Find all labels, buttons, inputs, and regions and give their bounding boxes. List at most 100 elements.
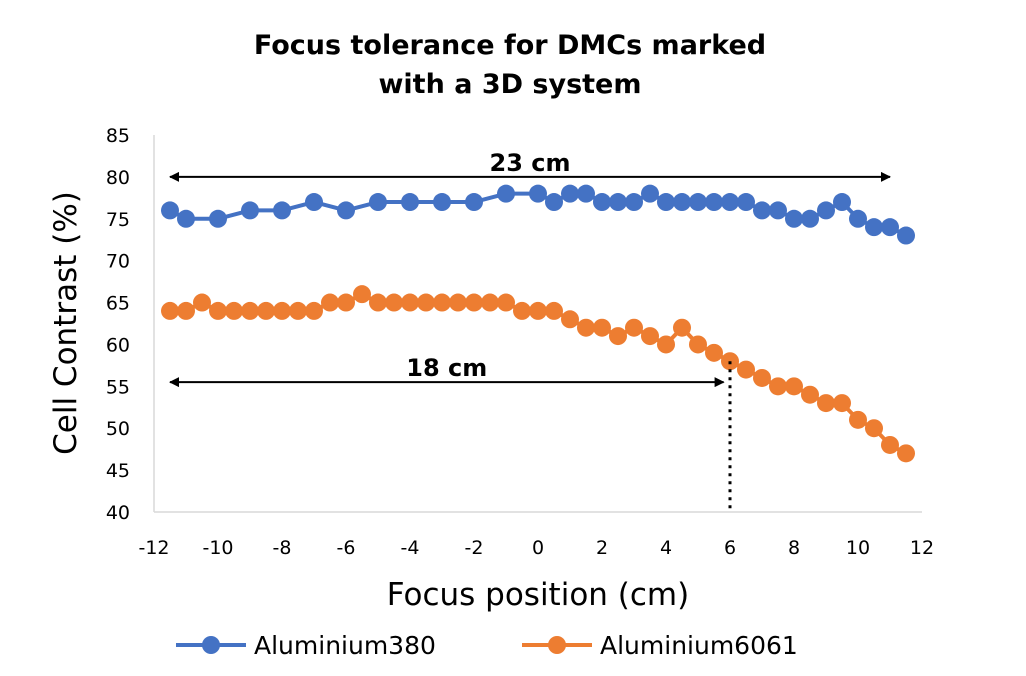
data-point-aluminium6061 xyxy=(897,444,915,463)
data-point-aluminium6061 xyxy=(369,293,387,312)
x-tick-label: -12 xyxy=(138,537,169,559)
data-point-aluminium6061 xyxy=(673,318,691,337)
data-point-aluminium6061 xyxy=(753,368,771,387)
data-point-aluminium380 xyxy=(161,201,179,220)
data-point-aluminium6061 xyxy=(593,318,611,337)
data-point-aluminium6061 xyxy=(225,301,243,320)
data-point-aluminium380 xyxy=(577,184,595,203)
data-point-aluminium380 xyxy=(369,193,387,212)
data-point-aluminium6061 xyxy=(273,301,291,320)
data-point-aluminium380 xyxy=(801,209,819,228)
y-tick-label: 50 xyxy=(106,418,130,440)
x-axis-ticks: -12 -10 -8 -6 -4 -2 0 2 4 6 8 10 12 xyxy=(138,537,934,559)
y-tick-label: 85 xyxy=(106,125,130,147)
data-point-aluminium6061 xyxy=(257,301,275,320)
y-tick-label: 60 xyxy=(106,334,130,356)
data-point-aluminium6061 xyxy=(289,301,307,320)
data-point-aluminium380 xyxy=(625,193,643,212)
data-point-aluminium6061 xyxy=(865,419,883,438)
legend-item-aluminium380: Aluminium380 xyxy=(176,631,436,660)
legend-item-aluminium6061: Aluminium6061 xyxy=(522,631,798,660)
data-point-aluminium6061 xyxy=(161,301,179,320)
data-point-aluminium380 xyxy=(401,193,419,212)
data-point-aluminium6061 xyxy=(497,293,515,312)
x-tick-label: 4 xyxy=(660,537,672,559)
x-tick-label: -4 xyxy=(401,537,420,559)
data-point-aluminium380 xyxy=(337,201,355,220)
x-axis-label: Focus position (cm) xyxy=(387,577,689,613)
data-point-aluminium380 xyxy=(273,201,291,220)
data-point-aluminium6061 xyxy=(833,394,851,413)
data-point-aluminium6061 xyxy=(401,293,419,312)
y-axis-ticks: 40 45 50 55 60 65 70 75 80 85 xyxy=(106,125,130,524)
legend-marker-aluminium380 xyxy=(202,636,220,654)
y-tick-label: 65 xyxy=(106,293,130,315)
data-point-aluminium6061 xyxy=(353,285,371,304)
x-tick-label: 0 xyxy=(532,537,544,559)
data-point-aluminium380 xyxy=(721,193,739,212)
y-tick-label: 80 xyxy=(106,167,130,189)
annotation-layer: 23 cm 18 cm xyxy=(169,149,891,512)
data-point-aluminium6061 xyxy=(849,410,867,429)
data-point-aluminium6061 xyxy=(513,301,531,320)
data-point-aluminium6061 xyxy=(737,360,755,379)
y-tick-label: 70 xyxy=(106,251,130,273)
data-point-aluminium6061 xyxy=(801,385,819,404)
data-point-aluminium6061 xyxy=(337,293,355,312)
data-point-aluminium6061 xyxy=(705,343,723,362)
y-axis-label: Cell Contrast (%) xyxy=(48,191,84,455)
data-point-aluminium6061 xyxy=(193,293,211,312)
data-point-aluminium6061 xyxy=(785,377,803,396)
data-point-aluminium380 xyxy=(849,209,867,228)
x-tick-label: 6 xyxy=(724,537,736,559)
data-point-aluminium6061 xyxy=(769,377,787,396)
data-point-aluminium380 xyxy=(689,193,707,212)
data-point-aluminium380 xyxy=(673,193,691,212)
data-point-aluminium6061 xyxy=(321,293,339,312)
data-point-aluminium380 xyxy=(657,193,675,212)
data-point-aluminium6061 xyxy=(657,335,675,354)
data-point-aluminium6061 xyxy=(881,435,899,454)
chart-title-line-2: with a 3D system xyxy=(378,69,641,100)
data-point-aluminium380 xyxy=(545,193,563,212)
data-point-aluminium6061 xyxy=(241,301,259,320)
data-point-aluminium380 xyxy=(465,193,483,212)
data-point-aluminium6061 xyxy=(433,293,451,312)
data-point-aluminium6061 xyxy=(561,310,579,329)
data-point-aluminium380 xyxy=(753,201,771,220)
data-point-aluminium380 xyxy=(561,184,579,203)
data-point-aluminium6061 xyxy=(417,293,435,312)
data-point-aluminium380 xyxy=(497,184,515,203)
data-point-aluminium380 xyxy=(737,193,755,212)
span-label: 23 cm xyxy=(490,149,571,177)
data-point-aluminium6061 xyxy=(385,293,403,312)
legend-marker-aluminium6061 xyxy=(548,636,566,654)
data-point-aluminium380 xyxy=(785,209,803,228)
data-point-aluminium380 xyxy=(433,193,451,212)
x-tick-label: 8 xyxy=(788,537,800,559)
legend: Aluminium380 Aluminium6061 xyxy=(176,631,798,660)
x-tick-label: -2 xyxy=(465,537,484,559)
data-point-aluminium6061 xyxy=(577,318,595,337)
data-point-aluminium380 xyxy=(833,193,851,212)
data-point-aluminium6061 xyxy=(209,301,227,320)
x-tick-label: 2 xyxy=(596,537,608,559)
series-layer xyxy=(161,184,915,463)
data-point-aluminium380 xyxy=(897,226,915,245)
y-tick-label: 55 xyxy=(106,376,130,398)
x-tick-label: 12 xyxy=(910,537,934,559)
data-point-aluminium380 xyxy=(305,193,323,212)
data-point-aluminium380 xyxy=(881,218,899,237)
y-tick-label: 40 xyxy=(106,502,130,524)
data-point-aluminium6061 xyxy=(689,335,707,354)
data-point-aluminium380 xyxy=(593,193,611,212)
data-point-aluminium6061 xyxy=(609,327,627,346)
data-point-aluminium380 xyxy=(641,184,659,203)
data-point-aluminium380 xyxy=(177,209,195,228)
x-tick-label: -6 xyxy=(337,537,356,559)
data-point-aluminium6061 xyxy=(641,327,659,346)
data-point-aluminium6061 xyxy=(817,394,835,413)
data-point-aluminium6061 xyxy=(465,293,483,312)
data-point-aluminium6061 xyxy=(625,318,643,337)
